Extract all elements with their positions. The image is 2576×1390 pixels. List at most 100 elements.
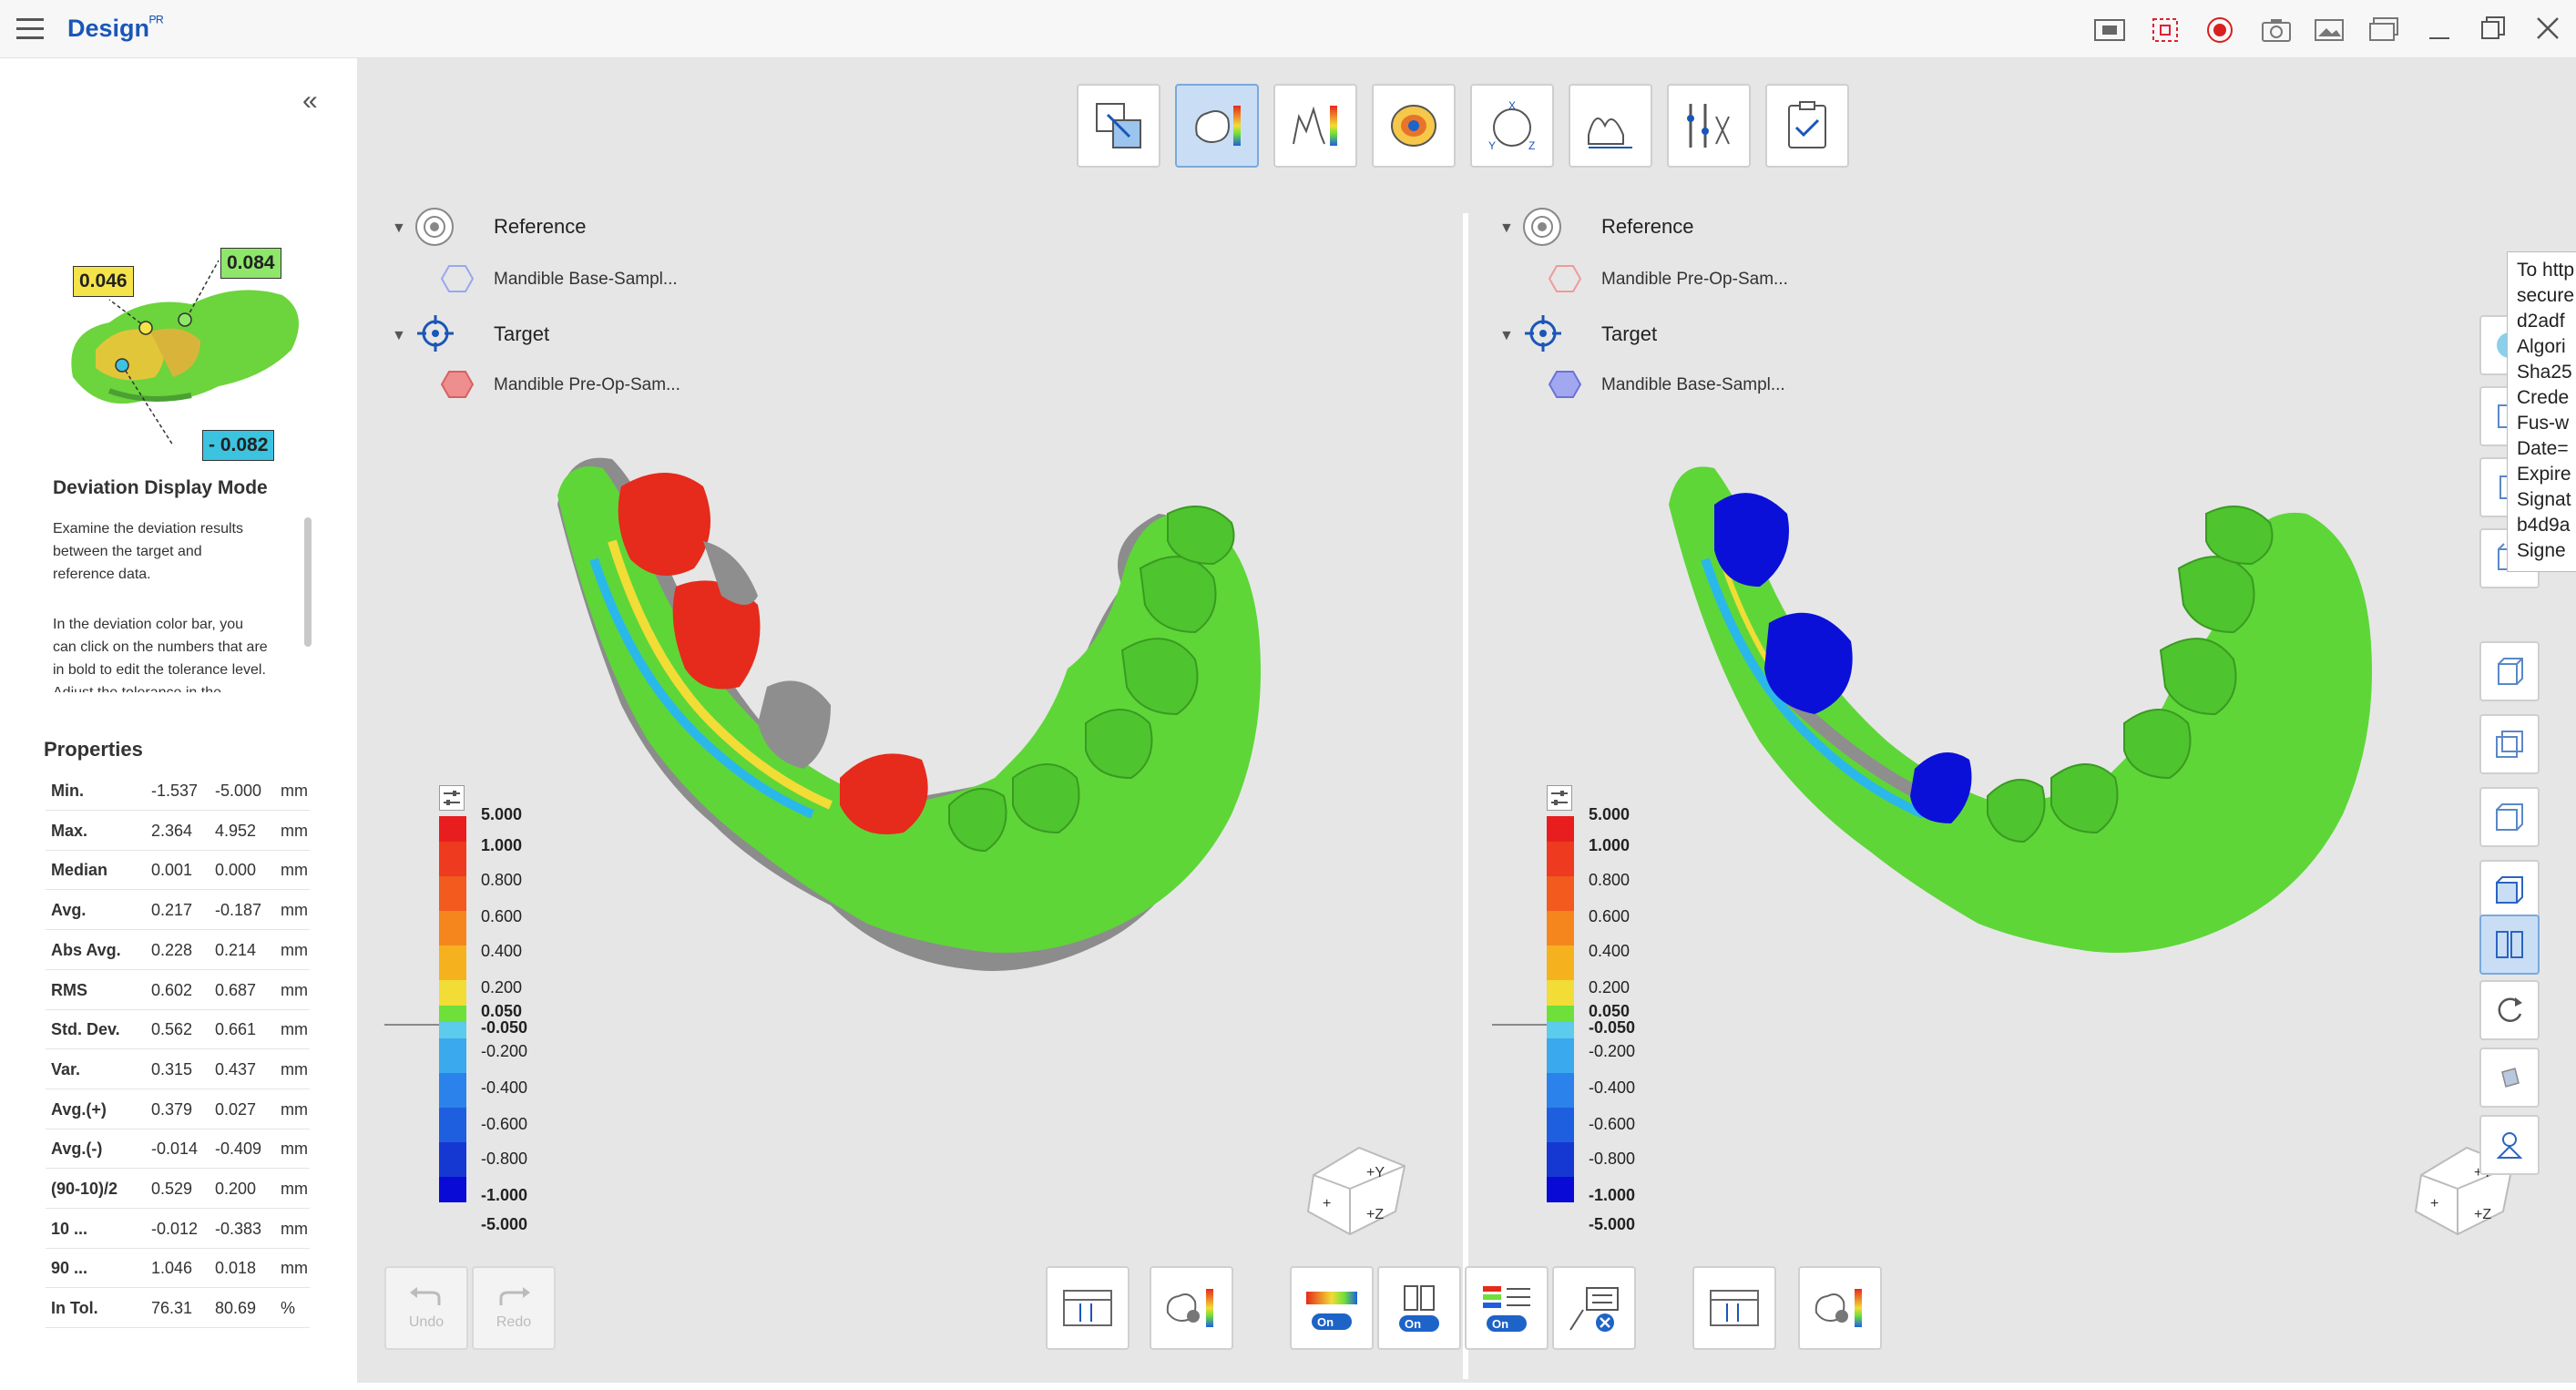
tolerance-bands-toggle-button[interactable]: On [1465,1266,1549,1350]
restore-icon[interactable] [2479,15,2507,46]
color-bar-segment[interactable] [439,1108,466,1142]
color-bar-segment[interactable] [1547,1142,1574,1177]
record-icon[interactable] [2206,16,2234,48]
scale-label[interactable]: 5.000 [1589,805,1630,823]
color-bar-segment[interactable] [1547,842,1574,876]
complete-checklist-button[interactable] [1765,84,1849,168]
cube-front-icon[interactable] [2479,641,2540,701]
property-value-left: 0.217 [151,901,193,920]
left-target-toggle-icon[interactable]: ▼ [392,328,406,343]
right-reference-item[interactable]: Mandible Pre-Op-Sam... [1601,270,1788,289]
scale-label[interactable]: 5.000 [481,805,523,823]
scale-label[interactable]: -5.000 [1589,1215,1636,1233]
scale-label[interactable]: 0.050 [481,1002,523,1020]
property-value-left: 0.379 [151,1099,193,1119]
color-bar-segment[interactable] [439,945,466,980]
trim-tools-button[interactable] [1667,84,1751,168]
color-bar-segment[interactable] [1547,945,1574,980]
left-scale-settings-icon[interactable] [439,785,465,811]
color-scale-toggle-button[interactable]: On [1290,1266,1374,1350]
color-bar-segment[interactable] [1547,1108,1574,1142]
occlusion-map-button[interactable] [1372,84,1456,168]
color-bar-segment[interactable] [1547,980,1574,1006]
color-bar-segment[interactable] [439,816,466,842]
left-jaw-model[interactable] [539,432,1432,1106]
color-bar-segment[interactable] [439,980,466,1006]
left-reference-item[interactable]: Mandible Base-Sampl... [494,270,678,289]
right-scale-settings-icon[interactable] [1547,785,1572,811]
camera-icon[interactable] [2261,16,2292,48]
scale-label[interactable]: -0.050 [481,1018,528,1037]
left-deviation-settings-button[interactable] [1150,1266,1233,1350]
hamburger-menu-icon[interactable] [16,18,44,40]
right-deviation-settings-button[interactable] [1798,1266,1882,1350]
scale-label[interactable]: -5.000 [481,1215,528,1233]
right-tolerance-pointer[interactable] [1492,1024,1547,1026]
right-jaw-model[interactable] [1651,432,2543,1106]
color-bar-segment[interactable] [439,1006,466,1022]
scale-label[interactable]: -0.050 [1589,1018,1636,1037]
scale-label[interactable]: -1.000 [481,1186,528,1204]
color-bar-segment[interactable] [439,1142,466,1177]
color-bar-segment[interactable] [1547,1177,1574,1202]
scale-label[interactable]: 0.050 [1589,1002,1630,1020]
scale-label[interactable]: 1.000 [1589,836,1630,854]
right-target-item[interactable]: Mandible Base-Sampl... [1601,375,1785,394]
measure-profile-button[interactable] [1569,84,1652,168]
light-settings-icon[interactable] [2479,1115,2540,1175]
axis-view-button[interactable]: X Y Z [1470,84,1554,168]
split-view-icon[interactable] [2479,915,2540,975]
tolerance-bands-on-toggle[interactable]: On [1487,1315,1527,1332]
undo-button[interactable]: Undo [384,1266,468,1350]
redo-button[interactable]: Redo [472,1266,556,1350]
color-bar-segment[interactable] [439,842,466,876]
color-bar-segment[interactable] [439,1073,466,1108]
viewport-divider[interactable] [1463,213,1468,1379]
scale-label[interactable]: 1.000 [481,836,523,854]
rotate-icon[interactable] [2479,980,2540,1040]
color-scale-on-toggle[interactable]: On [1312,1313,1352,1330]
color-bar-segment[interactable] [1547,1022,1574,1038]
screen-capture-icon[interactable] [2093,16,2126,48]
gallery-icon[interactable] [2368,16,2399,48]
right-compare-table-button[interactable] [1692,1266,1776,1350]
cube-back-icon[interactable] [2479,714,2540,774]
align-tool-button[interactable] [1077,84,1160,168]
texture-cube-icon[interactable] [2479,1048,2540,1108]
right-reference-toggle-icon[interactable]: ▼ [1499,220,1514,236]
color-bar-segment[interactable] [1547,1073,1574,1108]
close-icon[interactable] [2534,15,2561,46]
color-bar-segment[interactable] [1547,816,1574,842]
left-target-item[interactable]: Mandible Pre-Op-Sam... [494,375,680,394]
left-deviation-color-bar[interactable] [439,816,466,1202]
left-reference-toggle-icon[interactable]: ▼ [392,220,406,236]
collapse-sidebar-icon[interactable]: « [302,86,318,116]
cross-section-deviation-button[interactable] [1273,84,1357,168]
color-bar-segment[interactable] [1547,1038,1574,1073]
color-bar-segment[interactable] [439,1038,466,1073]
left-view-cube-icon[interactable]: +Y + +Z [1295,1139,1414,1239]
image-icon[interactable] [2314,16,2345,48]
description-scrollbar[interactable] [304,517,312,647]
color-bar-segment[interactable] [1547,1006,1574,1022]
split-compare-on-toggle[interactable]: On [1399,1315,1439,1332]
clear-annotations-button[interactable] [1552,1266,1636,1350]
left-tolerance-pointer[interactable] [384,1024,439,1026]
cube-solid-icon[interactable] [2479,860,2540,920]
minimize-icon[interactable] [2427,16,2452,48]
color-bar-segment[interactable] [1547,911,1574,945]
color-bar-segment[interactable] [1547,876,1574,911]
color-bar-segment[interactable] [439,876,466,911]
region-capture-icon[interactable] [2150,16,2182,48]
color-bar-segment[interactable] [439,1022,466,1038]
left-compare-table-button[interactable] [1046,1266,1130,1350]
right-deviation-color-bar[interactable] [1547,816,1574,1202]
right-target-toggle-icon[interactable]: ▼ [1499,328,1514,343]
scale-label: -0.600 [1589,1115,1636,1133]
split-compare-toggle-button[interactable]: On [1377,1266,1461,1350]
scale-label[interactable]: -1.000 [1589,1186,1636,1204]
color-bar-segment[interactable] [439,1177,466,1202]
color-bar-segment[interactable] [439,911,466,945]
cube-left-icon[interactable] [2479,787,2540,847]
deviation-display-button[interactable] [1175,84,1259,168]
